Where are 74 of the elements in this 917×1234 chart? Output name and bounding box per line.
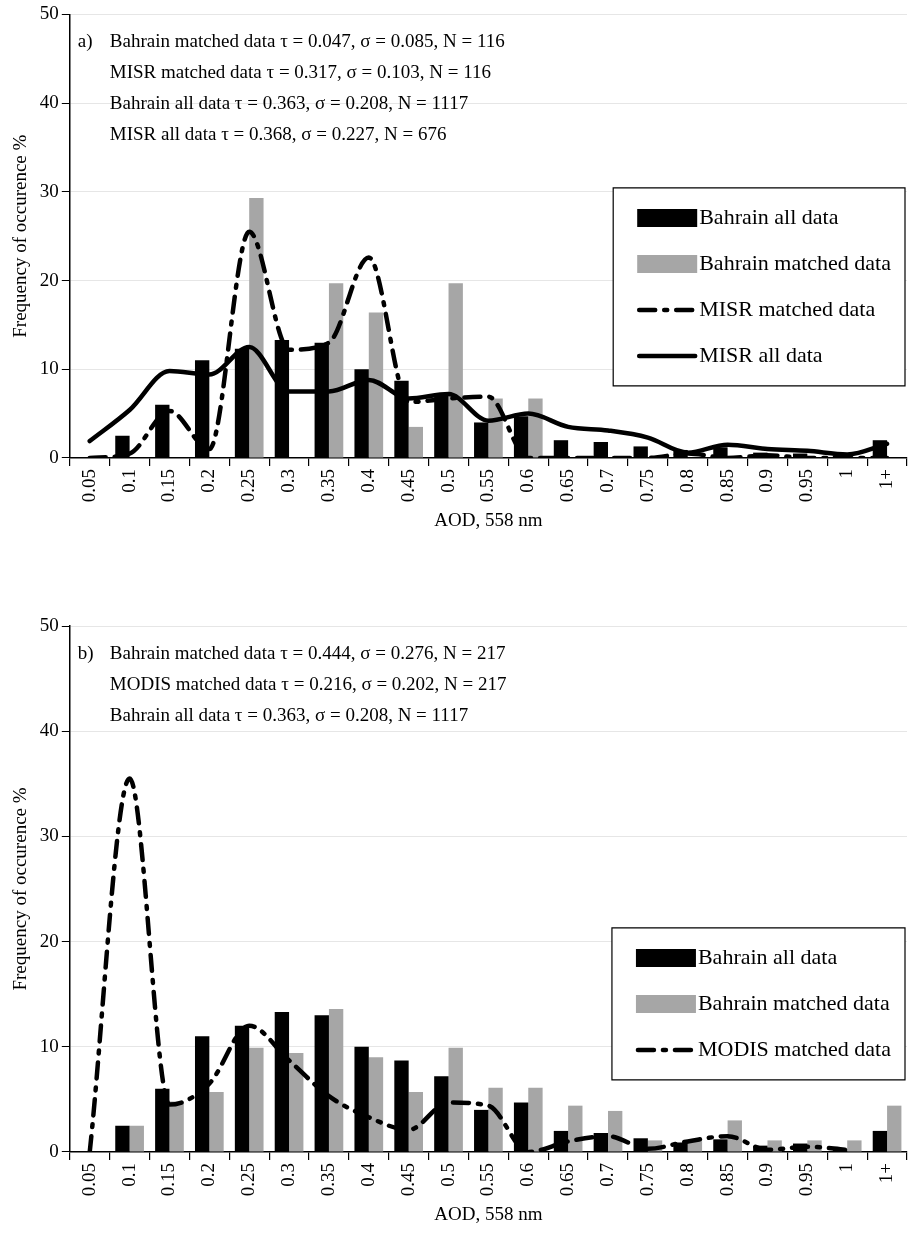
y-tick-label: 0	[49, 445, 59, 467]
x-tick-label: 0.45	[396, 468, 418, 503]
annotation: a)	[77, 30, 93, 53]
annotation: Bahrain matched data τ = 0.047, σ = 0.085, N = 116	[109, 30, 505, 52]
x-tick-label: 0.9	[755, 468, 777, 493]
x-tick-label: 0.2	[197, 1162, 219, 1187]
x-tick-label: 0.9	[755, 1162, 777, 1187]
x-tick-label: 1	[835, 1162, 857, 1173]
x-tick-label: 0.15	[157, 468, 179, 503]
x-tick-label: 0.6	[516, 1162, 538, 1187]
x-tick-label: 0.75	[635, 1162, 657, 1197]
x-tick-label: 0.5	[436, 1162, 458, 1187]
x-tick-label: 0.15	[157, 1162, 179, 1197]
legend-label: MODIS matched data	[697, 1035, 892, 1061]
x-tick-label: 0.95	[795, 1162, 817, 1197]
y-tick-label: 50	[39, 613, 59, 635]
legend-label: Bahrain all data	[699, 203, 839, 229]
y-tick-label: 20	[39, 929, 59, 951]
x-tick-label: 0.65	[556, 468, 578, 503]
x-tick-label: 0.05	[77, 1162, 99, 1197]
annotation: Bahrain all data τ = 0.363, σ = 0.208, N = 1117	[109, 703, 469, 725]
legend-label: Bahrain matched data	[697, 989, 890, 1015]
y-tick-label: 50	[39, 2, 59, 24]
annotation: Bahrain matched data τ = 0.444, σ = 0.276, N = 217	[109, 641, 506, 663]
legend-label: MISR matched data	[699, 295, 876, 321]
x-tick-label: 0.5	[436, 468, 458, 493]
legend-label: MISR all data	[699, 341, 823, 367]
legend-label: Bahrain all data	[697, 943, 838, 969]
annotation: Bahrain all data τ = 0.363, σ = 0.208, N = 1117	[109, 92, 469, 114]
x-tick-label: 0.75	[635, 468, 657, 503]
x-tick-label: 0.4	[356, 468, 378, 493]
y-tick-label: 0	[49, 1139, 59, 1161]
y-tick-label: 30	[39, 824, 59, 846]
x-tick-label: 0.7	[595, 1162, 617, 1187]
y-axis-title: Frequency of occurence %	[9, 134, 31, 338]
x-tick-label: 1+	[875, 468, 897, 490]
annotation: b)	[77, 641, 94, 664]
legend-label: Bahrain matched data	[699, 249, 892, 275]
y-tick-label: 20	[39, 268, 59, 290]
x-tick-label: 0.05	[77, 468, 99, 503]
x-tick-label: 0.1	[117, 1162, 139, 1187]
y-tick-label: 40	[39, 719, 59, 741]
x-tick-label: 0.7	[595, 468, 617, 493]
annotation: MISR all data τ = 0.368, σ = 0.227, N = 676	[109, 123, 447, 145]
x-axis-title: AOD, 558 nm	[434, 508, 543, 530]
annotation: MODIS matched data τ = 0.216, σ = 0.202, N = 217	[109, 672, 507, 694]
x-tick-label: 0.85	[715, 1162, 737, 1197]
x-tick-label: 0.1	[117, 468, 139, 493]
x-tick-label: 0.6	[516, 468, 538, 493]
x-tick-label: 0.3	[277, 468, 299, 493]
annotation: MISR matched data τ = 0.317, σ = 0.103, N = 116	[109, 61, 492, 83]
y-tick-label: 40	[39, 91, 59, 113]
x-tick-label: 0.95	[795, 468, 817, 503]
y-axis-title: Frequency of occurence %	[9, 787, 31, 991]
x-tick-label: 0.55	[476, 468, 498, 503]
x-tick-label: 0.35	[316, 468, 338, 503]
x-tick-label: 0.45	[396, 1162, 418, 1197]
x-tick-label: 0.85	[715, 468, 737, 503]
x-tick-label: 0.65	[556, 1162, 578, 1197]
x-tick-label: 1	[835, 468, 857, 479]
x-axis-title: AOD, 558 nm	[434, 1202, 543, 1224]
x-tick-label: 0.55	[476, 1162, 498, 1197]
x-tick-label: 0.35	[316, 1162, 338, 1197]
y-tick-label: 30	[39, 179, 59, 201]
x-tick-label: 0.8	[675, 468, 697, 493]
x-tick-label: 0.8	[675, 1162, 697, 1187]
x-tick-label: 0.25	[237, 1162, 259, 1197]
y-tick-label: 10	[39, 1034, 59, 1056]
x-tick-label: 0.25	[237, 468, 259, 503]
y-tick-label: 10	[39, 357, 59, 379]
x-tick-label: 1+	[875, 1162, 897, 1184]
x-tick-label: 0.2	[197, 468, 219, 493]
x-tick-label: 0.4	[356, 1162, 378, 1187]
x-tick-label: 0.3	[277, 1162, 299, 1187]
